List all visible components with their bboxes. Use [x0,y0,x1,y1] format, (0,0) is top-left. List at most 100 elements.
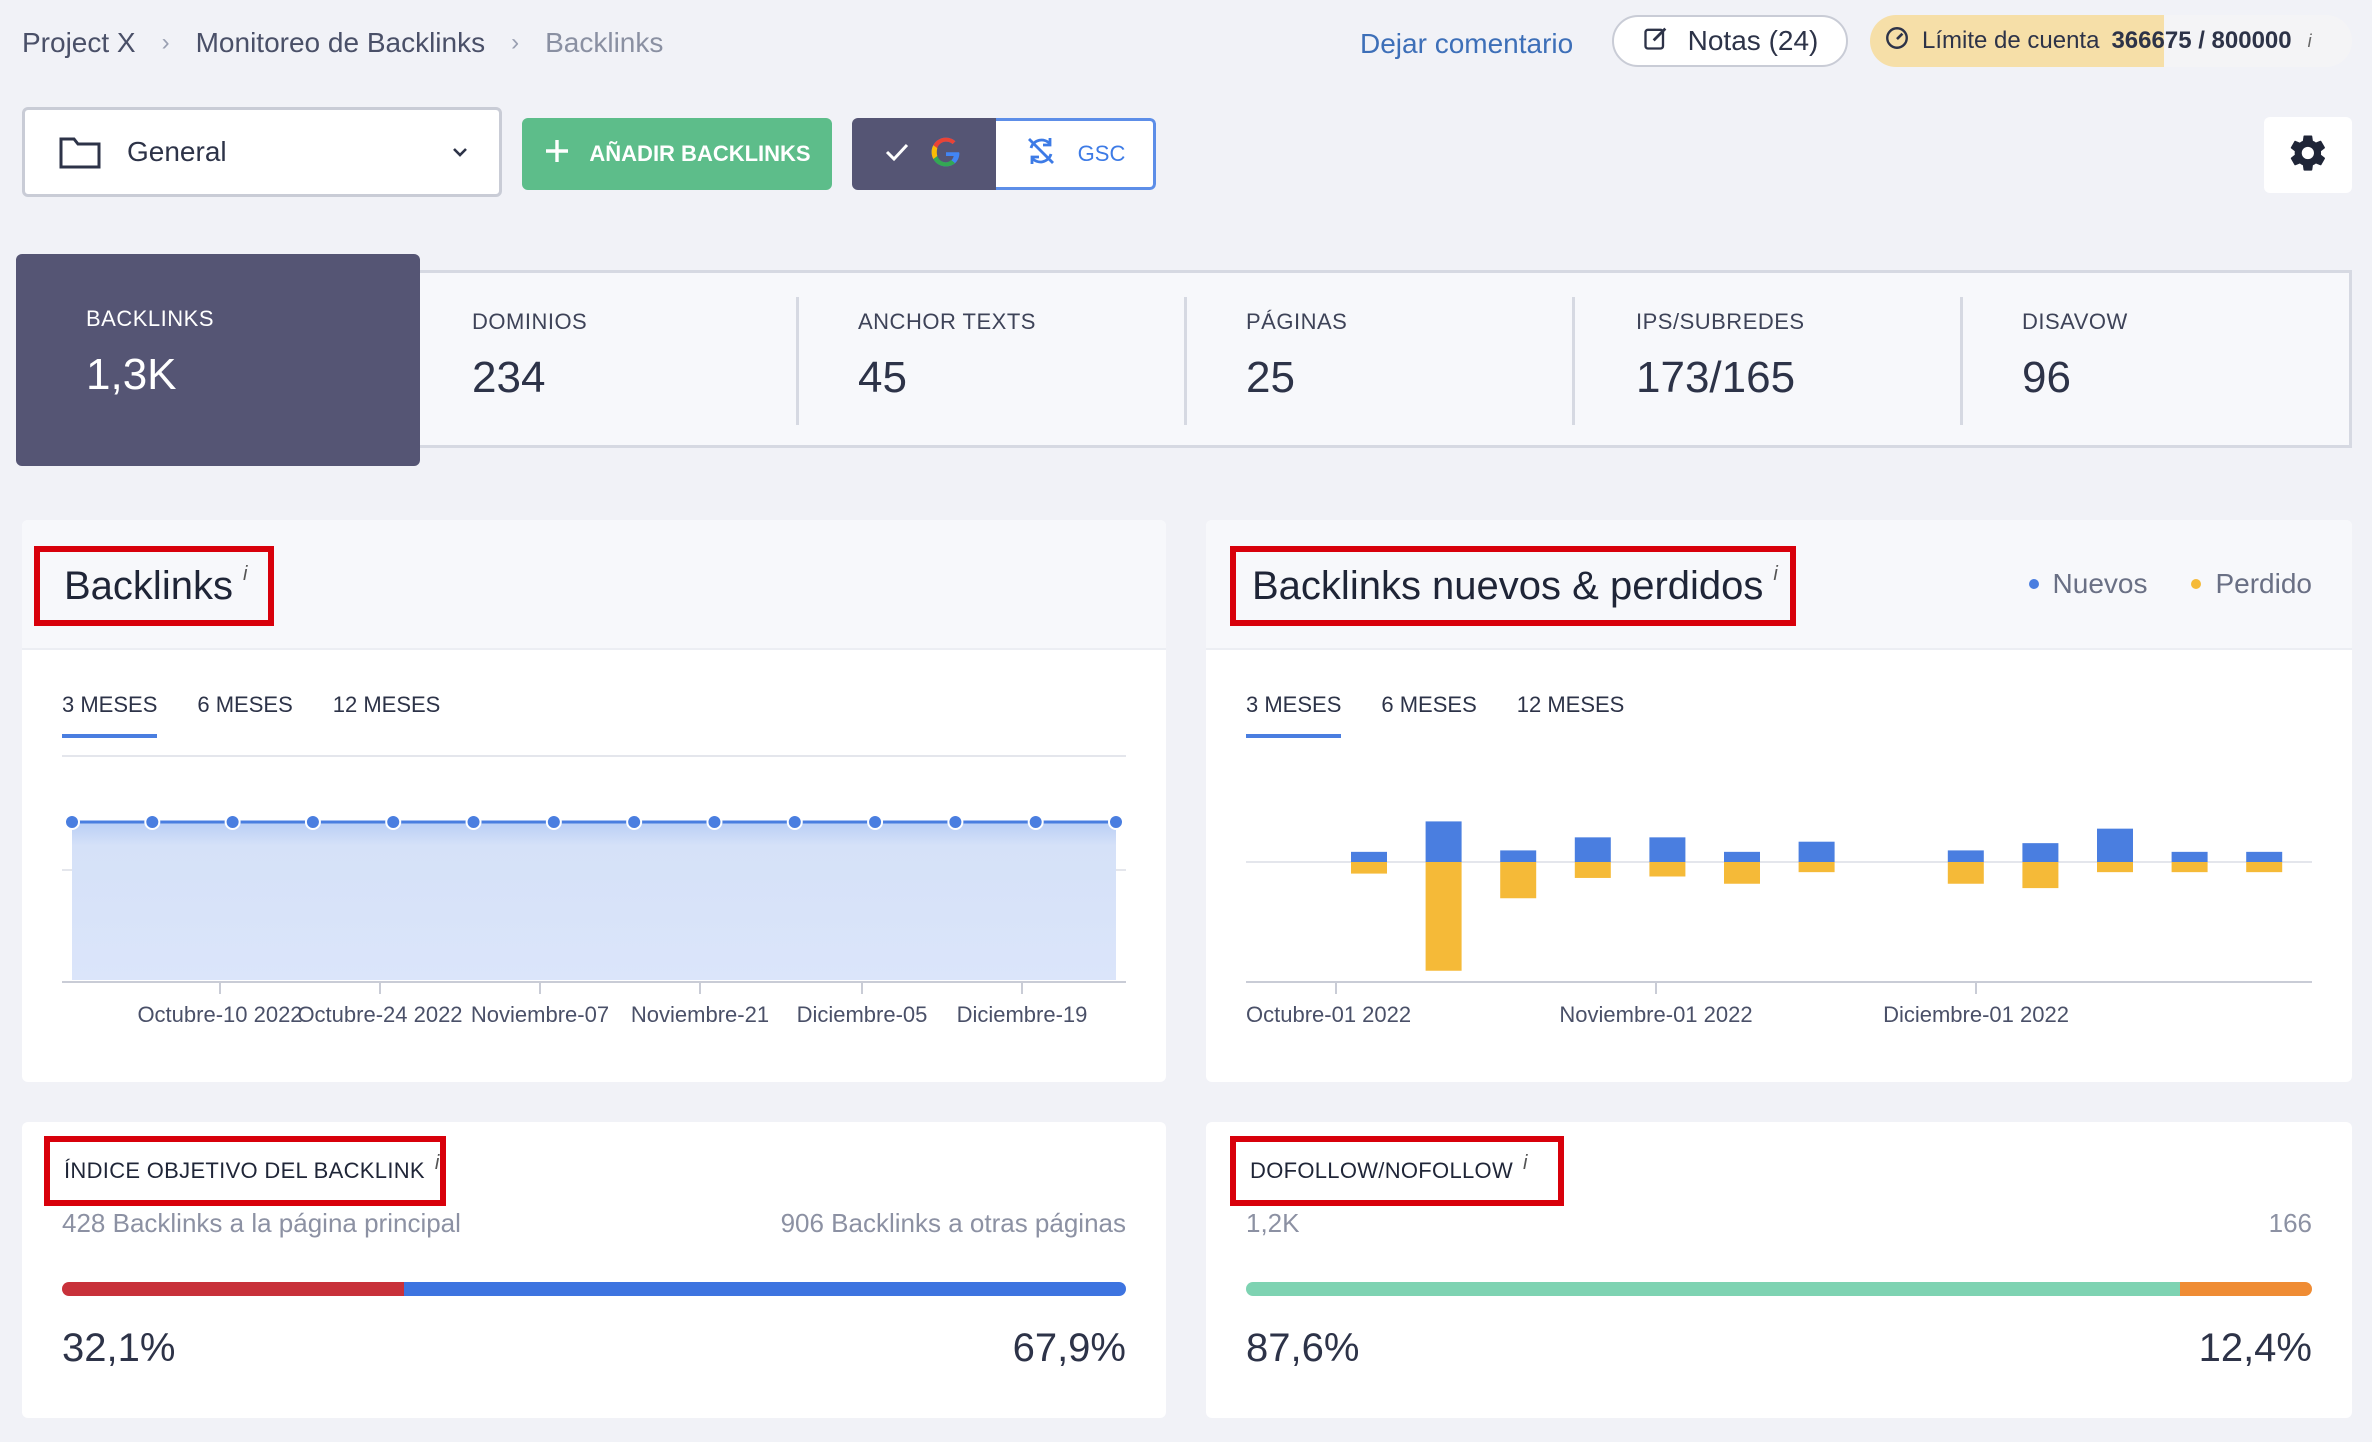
bar-new [1351,851,1387,862]
data-point [304,814,321,830]
bar-new [1500,850,1537,862]
info-icon[interactable]: i [242,562,248,585]
notes-button[interactable]: Notas (24) [1612,15,1848,67]
dofollow-nofollow-card: DOFOLLOW/NOFOLLOW i 1,2K 166 87,6% 12,4% [1206,1122,2352,1418]
gsc-sync-button[interactable]: GSC [996,118,1156,190]
data-point [1027,814,1044,830]
x-tick-label: Diciembre-01 2022 [1883,1002,2069,1027]
info-icon[interactable]: i [1523,1151,1528,1174]
x-tick-label: Diciembre-19 [957,1002,1088,1027]
gauge-icon [1884,25,1910,58]
leave-comment-link[interactable]: Dejar comentario [1360,28,1574,59]
account-limit-label: Límite de cuenta [1922,27,2100,54]
period-tabs: 3 MESES 6 MESES 12 MESES [1246,692,1624,738]
add-backlinks-button[interactable]: AÑADIR BACKLINKS [522,118,832,190]
data-point [626,814,643,830]
bar-lost [1947,862,1984,884]
x-tick-label: Noviembre-07 [471,1002,609,1027]
data-point [545,814,562,830]
edit-note-icon [1642,24,1670,59]
stat-label: ANCHOR TEXTS [858,309,1036,334]
other-pages-percentage: 67,9% [1012,1326,1126,1370]
bar-lost [1798,862,1835,873]
card-title: DOFOLLOW/NOFOLLOW [1250,1158,1514,1183]
data-point [947,814,964,830]
stat-anchor-texts[interactable]: ANCHOR TEXTS 45 [858,309,1036,403]
bar-lost [1351,862,1387,874]
info-icon[interactable]: i [1773,562,1778,585]
google-connected-button[interactable] [852,118,996,190]
stat-label: DOMINIOS [472,309,588,334]
legend-label: Perdido [2215,568,2312,599]
stats-bar: DOMINIOS 234 ANCHOR TEXTS 45 PÁGINAS 25 … [408,270,2352,448]
bar-new [1947,850,1984,862]
target-index-bar [62,1282,1126,1296]
dofollow-count: 1,2K [1246,1208,1300,1238]
divider [1572,297,1575,425]
other-pages-share-segment [403,1282,1126,1296]
folder-select[interactable]: General [22,107,502,197]
divider [1960,297,1963,425]
tab-12-months[interactable]: 12 MESES [1516,692,1625,717]
card-title: Backlinks [64,563,233,608]
bar-lost [1574,862,1611,878]
card-title: Backlinks nuevos & perdidos [1252,563,1764,608]
nofollow-count: 166 [2268,1208,2312,1238]
chevron-right-icon: › [161,29,170,56]
legend-new[interactable]: Nuevos [2028,568,2148,600]
backlinks-title-box: Backlinks i [34,546,274,626]
add-backlinks-label: AÑADIR BACKLINKS [589,141,811,166]
stat-disavow[interactable]: DISAVOW 96 [2022,309,2128,403]
stat-domains[interactable]: DOMINIOS 234 [472,309,587,403]
info-icon[interactable]: i [434,1151,440,1174]
stat-value: 25 [1246,353,1295,402]
x-tick-label: Octubre-01 2022 [1246,1002,1411,1027]
tab-6-months[interactable]: 6 MESES [197,692,293,717]
stat-pages[interactable]: PÁGINAS 25 [1246,309,1347,403]
bar-new [2097,828,2133,862]
target-index-card: ÍNDICE OBJETIVO DEL BACKLINK i 428 Backli… [22,1122,1166,1418]
bar-new [2022,843,2059,862]
breadcrumb: Project X › Monitoreo de Backlinks › Bac… [22,24,663,62]
folder-icon [59,135,101,169]
dot-icon [2191,579,2202,589]
bar-lost [1425,862,1462,971]
stat-backlinks[interactable]: BACKLINKS 1,3K [16,254,420,466]
stat-value: 45 [858,353,907,402]
bar-new [1724,851,1760,862]
stat-label: DISAVOW [2022,309,2128,334]
bar-new [1574,837,1611,862]
legend-lost[interactable]: Perdido [2191,568,2312,600]
tab-3-months[interactable]: 3 MESES [1246,692,1342,738]
account-limit-badge: Límite de cuenta 366675 / 800000 i [1870,15,2352,67]
check-icon [884,141,910,168]
tab-6-months[interactable]: 6 MESES [1381,692,1477,717]
nofollow-share-segment [2179,1282,2312,1296]
breadcrumb-monitoring[interactable]: Monitoreo de Backlinks [195,27,486,58]
stat-ips-subnets[interactable]: IPS/SUBREDES 173/165 [1636,309,1805,403]
gsc-connection-toggle[interactable]: GSC [852,118,1156,190]
tab-12-months[interactable]: 12 MESES [332,692,441,717]
chevron-down-icon [449,138,471,170]
bar-new [2246,851,2283,862]
stat-label: PÁGINAS [1246,309,1348,334]
stat-value: 96 [2022,353,2071,402]
info-icon[interactable]: i [2307,30,2312,51]
stat-label: IPS/SUBREDES [1636,309,1805,334]
gear-icon [2287,132,2329,179]
tab-3-months[interactable]: 3 MESES [62,692,158,738]
bar-lost [1500,862,1537,899]
card-header [1206,520,2352,650]
breadcrumb-project[interactable]: Project X [22,27,136,58]
settings-button[interactable] [2264,117,2352,193]
new-lost-backlinks-card: Backlinks nuevos & perdidos i Nuevos Perd… [1206,520,2352,1082]
legend-label: Nuevos [2052,568,2148,599]
bar-new [1798,841,1835,862]
data-point [786,814,803,830]
target-index-title-box: ÍNDICE OBJETIVO DEL BACKLINK i [44,1136,446,1206]
dot-icon [2028,579,2039,589]
bar-new [1425,821,1462,862]
data-point [1108,814,1124,830]
breadcrumb-current: Backlinks [545,27,664,58]
bar-lost [2097,862,2133,873]
